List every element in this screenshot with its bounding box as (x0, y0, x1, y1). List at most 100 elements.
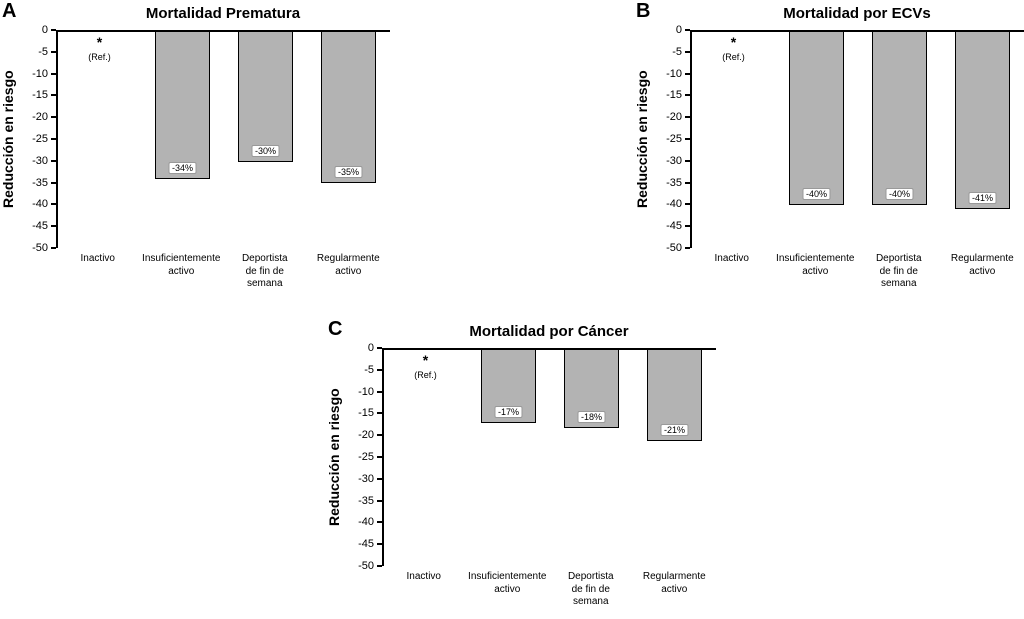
chart-title: Mortalidad Prematura (145, 5, 301, 22)
panel-letter: C (328, 318, 343, 340)
x-category-label: Deportista de fin de semana (875, 253, 922, 289)
y-tick--5: -5 (364, 364, 382, 376)
y-tick--25: -25 (32, 133, 56, 145)
y-tick-mark (377, 368, 382, 371)
y-tick-mark (51, 72, 56, 75)
y-tick-mark (377, 347, 382, 349)
y-tick-mark (685, 72, 690, 75)
y-tick-mark (377, 543, 382, 546)
y-tick-mark (51, 50, 56, 53)
x-category-label: Inactivo (80, 253, 115, 264)
x-category-label: Deportista de fin de semana (241, 253, 288, 289)
reference-asterisk: * (730, 34, 737, 50)
y-tick--40: -40 (358, 516, 382, 528)
y-tick-mark (685, 181, 690, 184)
bar-deportista-de fin de-semana: -40% (872, 32, 927, 205)
y-tick--5: -5 (38, 46, 56, 58)
bar-value-label: -17% (494, 406, 522, 419)
y-tick--35: -35 (666, 177, 690, 189)
reference-label: (Ref.) (414, 370, 437, 380)
y-tick-mark (685, 247, 690, 249)
reference-marker: * (Ref.) (58, 35, 141, 62)
y-axis-ticks: 0 -5 -10 -15 -20 -25 -30 -35 -40 -45 -50 (20, 24, 56, 254)
bar-value-label: -18% (577, 410, 605, 423)
reference-marker: * (Ref.) (692, 35, 775, 62)
y-axis-ticks: 0 -5 -10 -15 -20 -25 -30 -35 -40 -45 -50 (346, 342, 382, 572)
x-axis-labels: Inactivo Insuficientemente activo Deportis… (56, 248, 390, 291)
y-tick-mark (685, 159, 690, 162)
x-axis-labels: Inactivo Insuficientemente activo Deportis… (690, 248, 1024, 291)
y-tick-mark (377, 565, 382, 567)
panel-letter: B (636, 0, 651, 22)
y-tick--10: -10 (358, 386, 382, 398)
panel-header: B Mortalidad por ECVs (634, 0, 1024, 30)
y-tick-mark (685, 50, 690, 53)
y-tick-mark (377, 390, 382, 393)
chart-body: Reducción en riesgo 0 -5 -10 -15 -20 -25 -30 -3… (634, 24, 1024, 254)
reference-label: (Ref.) (722, 52, 745, 62)
y-axis-label: Reducción en riesgo (326, 388, 342, 526)
y-tick--45: -45 (358, 538, 382, 550)
y-tick-mark (377, 477, 382, 480)
y-tick--10: -10 (32, 68, 56, 80)
y-tick-mark (377, 412, 382, 415)
bar-regularmente-activo: -21% (647, 350, 702, 441)
y-tick--35: -35 (358, 495, 382, 507)
y-tick-mark (51, 29, 56, 31)
panel-letter: A (2, 0, 17, 22)
bar-value-label: -35% (334, 166, 362, 179)
plot-area: * (Ref.) -40% -40% -41% (690, 30, 1024, 248)
y-tick-mark (685, 94, 690, 97)
y-tick-mark (51, 116, 56, 119)
x-category-label: Regularmente activo (642, 571, 706, 595)
panel-header: C Mortalidad por Cáncer (326, 318, 716, 348)
x-category-label: Regularmente activo (950, 253, 1014, 277)
plot-area: * (Ref.) -17% -18% -21% (382, 348, 716, 566)
y-tick-mark (685, 203, 690, 206)
y-tick--15: -15 (666, 89, 690, 101)
y-tick--30: -30 (666, 155, 690, 167)
bar-value-label: -21% (660, 423, 688, 436)
x-category-label: Inactivo (406, 571, 441, 582)
reference-asterisk: * (96, 34, 103, 50)
panel-header: A Mortalidad Prematura (0, 0, 390, 30)
reference-asterisk: * (422, 352, 429, 368)
bar-deportista-de fin de-semana: -18% (564, 350, 619, 428)
y-tick-mark (51, 225, 56, 228)
x-category-label: Insuficientemente activo (468, 571, 547, 595)
bar-insuficientemente-activo: -40% (789, 32, 844, 205)
y-tick--50: -50 (666, 242, 690, 254)
y-tick-0: 0 (42, 24, 56, 36)
y-tick--30: -30 (32, 155, 56, 167)
y-tick--15: -15 (358, 407, 382, 419)
plot-area: * (Ref.) -34% -30% -35% (56, 30, 390, 248)
y-axis-label: Reducción en riesgo (0, 70, 16, 208)
bar-value-label: -30% (251, 144, 279, 157)
chart-panel-c: C Mortalidad por Cáncer Reducción en rie… (326, 318, 716, 609)
y-tick-mark (377, 434, 382, 437)
chart-panel-b: B Mortalidad por ECVs Reducción en riesg… (634, 0, 1024, 291)
x-category-label: Insuficientemente activo (776, 253, 855, 277)
y-tick-mark (51, 247, 56, 249)
bar-value-label: -34% (168, 161, 196, 174)
bar-insuficientemente-activo: -34% (155, 32, 210, 179)
y-tick-mark (685, 116, 690, 119)
bar-regularmente-activo: -35% (321, 32, 376, 184)
bar-value-label: -40% (802, 187, 830, 200)
y-tick--45: -45 (666, 220, 690, 232)
x-category-label: Insuficientemente activo (142, 253, 221, 277)
bar-value-label: -41% (968, 192, 996, 205)
y-tick-mark (51, 138, 56, 140)
y-axis-ticks: 0 -5 -10 -15 -20 -25 -30 -35 -40 -45 -50 (654, 24, 690, 254)
y-tick--20: -20 (358, 429, 382, 441)
y-tick--40: -40 (32, 198, 56, 210)
chart-body: Reducción en riesgo 0 -5 -10 -15 -20 -25 -30 -3… (0, 24, 390, 254)
y-tick--50: -50 (32, 242, 56, 254)
y-tick-mark (377, 456, 382, 458)
y-tick--10: -10 (666, 68, 690, 80)
y-tick-mark (685, 29, 690, 31)
y-tick--40: -40 (666, 198, 690, 210)
bar-value-label: -40% (885, 187, 913, 200)
y-tick-mark (51, 203, 56, 206)
